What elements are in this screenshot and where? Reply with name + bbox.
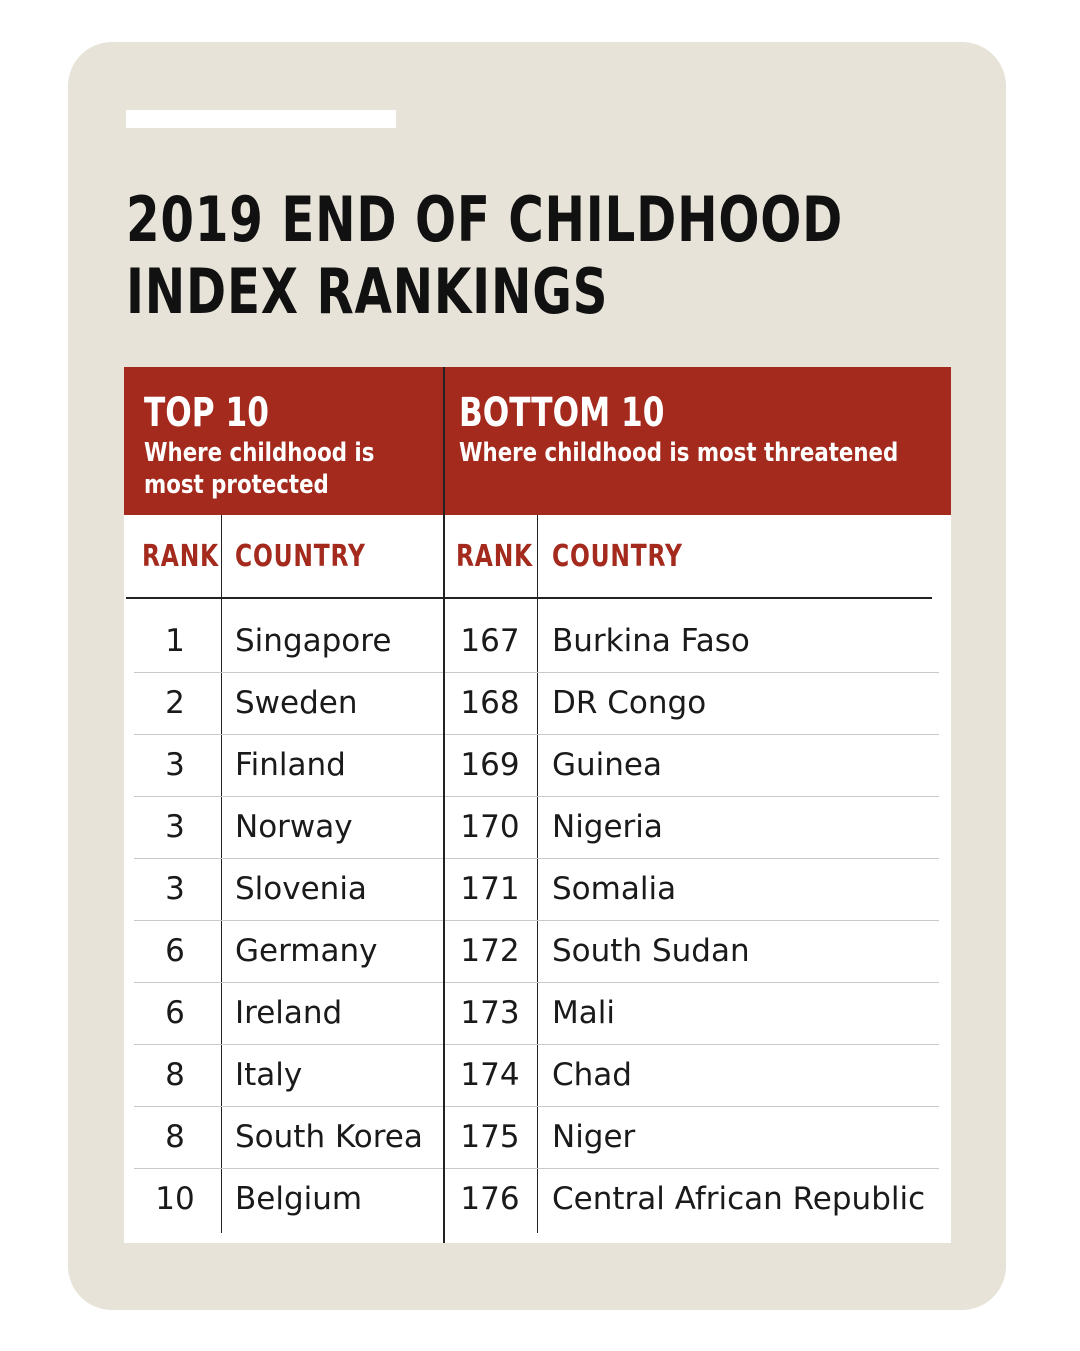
bottom10-rank-cell: 171	[460, 871, 520, 907]
page-title: 2019 END OF CHILDHOOD INDEX RANKINGS	[126, 183, 844, 328]
table-header-band	[124, 367, 951, 515]
top10-rank-cell: 6	[165, 995, 185, 1031]
top10-row-separator	[134, 920, 443, 921]
top10-country-cell: Italy	[235, 1057, 303, 1093]
top10-rank-cell: 2	[165, 685, 185, 721]
top10-country-cell: Singapore	[235, 623, 392, 659]
bottom10-row-separator	[445, 920, 939, 921]
bottom10-rank-cell: 168	[460, 685, 520, 721]
top10-country-cell: Norway	[235, 809, 353, 845]
bottom10-rank-cell: 169	[460, 747, 520, 783]
bottom10-rank-cell: 175	[460, 1119, 520, 1155]
top10-row-separator	[134, 734, 443, 735]
top10-heading: TOP 10	[144, 390, 269, 436]
bottom10-country-cell: Burkina Faso	[552, 623, 750, 659]
bottom10-row-separator	[445, 858, 939, 859]
center-divider	[443, 367, 445, 1243]
top10-row-separator	[134, 982, 443, 983]
title-line-1: 2019 END OF CHILDHOOD	[126, 183, 844, 256]
top10-row-separator	[134, 1044, 443, 1045]
top10-rank-column-header: RANK	[142, 539, 219, 574]
top10-rank-cell: 10	[155, 1181, 195, 1217]
top10-country-cell: Ireland	[235, 995, 343, 1031]
bottom10-country-column-header: COUNTRY	[552, 539, 683, 574]
top10-rank-cell: 3	[165, 747, 185, 783]
bottom10-rank-cell: 172	[460, 933, 520, 969]
bottom10-rank-cell: 167	[460, 623, 520, 659]
bottom10-country-cell: Somalia	[552, 871, 677, 907]
top10-country-cell: Belgium	[235, 1181, 363, 1217]
top10-row-separator	[134, 796, 443, 797]
top10-country-cell: Slovenia	[235, 871, 367, 907]
top10-rank-cell: 3	[165, 809, 185, 845]
bottom10-column-divider	[537, 515, 538, 1233]
bottom10-rank-cell: 173	[460, 995, 520, 1031]
top10-rank-cell: 8	[165, 1057, 185, 1093]
bottom10-subtitle: Where childhood is most threatened	[459, 438, 899, 468]
top10-row-separator	[134, 1106, 443, 1107]
top10-column-divider	[221, 515, 222, 1233]
top10-subtitle-line-1: Where childhood is	[144, 438, 375, 468]
top10-row-separator	[134, 1168, 443, 1169]
column-header-rule	[126, 597, 932, 599]
bottom10-rank-cell: 176	[460, 1181, 520, 1217]
top10-rank-cell: 3	[165, 871, 185, 907]
top10-country-column-header: COUNTRY	[235, 539, 366, 574]
top10-country-cell: Sweden	[235, 685, 358, 721]
bottom10-rank-cell: 170	[460, 809, 520, 845]
bottom10-country-cell: Mali	[552, 995, 615, 1031]
bottom10-row-separator	[445, 1168, 939, 1169]
top10-rank-cell: 6	[165, 933, 185, 969]
rankings-table: TOP 10 Where childhood is most protected…	[124, 367, 951, 1243]
top10-country-cell: South Korea	[235, 1119, 423, 1155]
top10-row-separator	[134, 672, 443, 673]
bottom10-country-cell: Niger	[552, 1119, 636, 1155]
bottom10-rank-cell: 174	[460, 1057, 520, 1093]
bottom10-country-cell: Central African Republic	[552, 1181, 926, 1217]
bottom10-row-separator	[445, 1106, 939, 1107]
bottom10-heading: BOTTOM 10	[459, 390, 665, 436]
accent-bar	[126, 110, 396, 128]
top10-rank-cell: 8	[165, 1119, 185, 1155]
bottom10-country-cell: South Sudan	[552, 933, 750, 969]
title-line-2: INDEX RANKINGS	[126, 255, 609, 328]
bottom10-row-separator	[445, 672, 939, 673]
bottom10-country-cell: DR Congo	[552, 685, 707, 721]
top10-country-cell: Finland	[235, 747, 346, 783]
top10-country-cell: Germany	[235, 933, 378, 969]
bottom10-country-cell: Guinea	[552, 747, 662, 783]
bottom10-row-separator	[445, 734, 939, 735]
bottom10-country-cell: Chad	[552, 1057, 632, 1093]
bottom10-rank-column-header: RANK	[456, 539, 533, 574]
bottom10-row-separator	[445, 1044, 939, 1045]
bottom10-row-separator	[445, 982, 939, 983]
bottom10-country-cell: Nigeria	[552, 809, 663, 845]
top10-subtitle-line-2: most protected	[144, 470, 329, 500]
top10-rank-cell: 1	[165, 623, 185, 659]
bottom10-row-separator	[445, 796, 939, 797]
top10-row-separator	[134, 858, 443, 859]
